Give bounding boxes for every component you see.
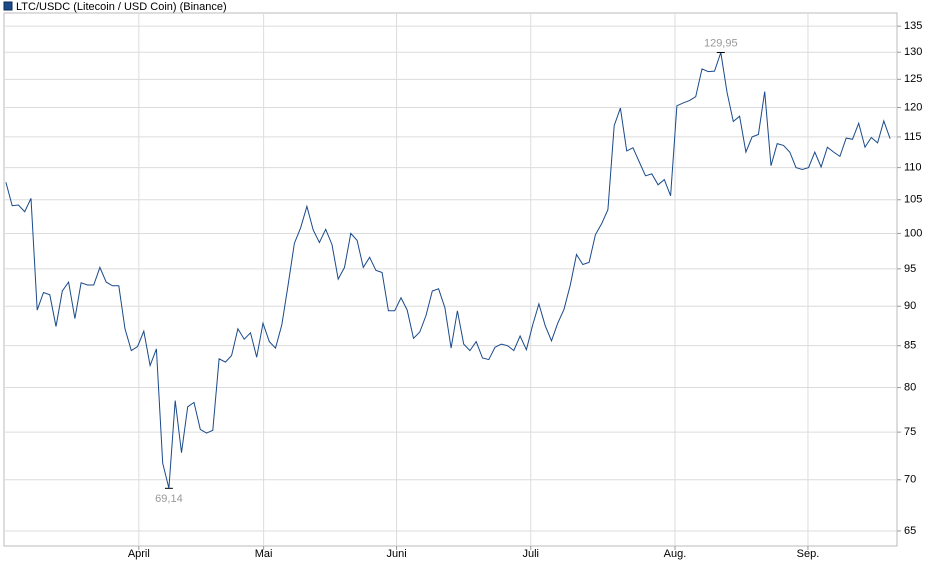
y-tick-label: 75 <box>904 426 916 438</box>
y-tick-label: 110 <box>904 162 922 174</box>
y-tick-label: 100 <box>904 227 922 239</box>
y-tick-label: 95 <box>904 263 916 275</box>
y-tick-label: 85 <box>904 340 916 352</box>
y-tick-label: 130 <box>904 46 922 58</box>
legend-label: LTC/USDC (Litecoin / USD Coin) (Binance) <box>16 1 227 13</box>
x-tick-label: Juni <box>386 548 406 560</box>
y-tick-label: 120 <box>904 101 922 113</box>
y-tick-label: 125 <box>904 73 922 85</box>
x-tick-label: Mai <box>255 548 273 560</box>
x-tick-label: Aug. <box>664 548 687 560</box>
value-label: 69,14 <box>155 493 183 505</box>
y-tick-label: 105 <box>904 194 922 206</box>
y-tick-label: 65 <box>904 525 916 537</box>
y-tick-label: 80 <box>904 381 916 393</box>
y-tick-label: 135 <box>904 20 922 32</box>
plot-frame <box>3 12 898 547</box>
y-tick-label: 115 <box>904 131 922 143</box>
y-tick-label: 90 <box>904 300 916 312</box>
x-tick-label: Juli <box>523 548 540 560</box>
x-tick-label: April <box>128 548 150 560</box>
y-tick-label: 70 <box>904 474 916 486</box>
price-line <box>5 52 891 489</box>
x-tick-label: Sep. <box>797 548 820 560</box>
value-label: 129,95 <box>704 37 738 49</box>
legend-swatch <box>3 1 13 11</box>
